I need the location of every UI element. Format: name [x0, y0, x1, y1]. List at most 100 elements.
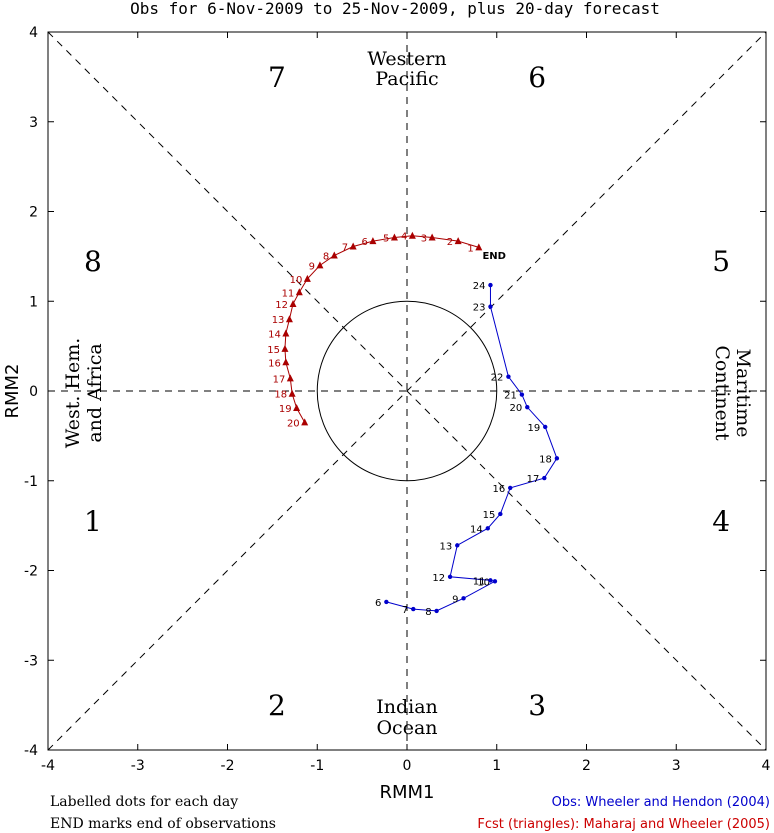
forecast-day-label: 13	[272, 315, 285, 326]
observed-day-label: 22	[491, 373, 504, 384]
forecast-day-label: 9	[309, 261, 315, 272]
forecast-marker	[286, 374, 294, 382]
x-tick-label: 1	[492, 758, 501, 774]
x-tick-label: 4	[762, 758, 771, 774]
forecast-path	[284, 235, 479, 423]
observed-day-label: 18	[539, 454, 552, 465]
phase-label-1: 1	[84, 505, 102, 538]
forecast-day-label: 10	[290, 275, 303, 286]
phase-label-4: 4	[712, 505, 730, 538]
observed-marker	[488, 304, 493, 309]
forecast-marker	[295, 288, 303, 296]
observed-marker	[492, 579, 498, 584]
forecast-marker	[282, 329, 290, 337]
footer-left-line1: Labelled dots for each day	[50, 794, 238, 810]
observed-day-label: 23	[473, 303, 486, 314]
y-axis-label: RMM2	[2, 363, 23, 418]
chart-title: Obs for 6-Nov-2009 to 25-Nov-2009, plus …	[130, 0, 660, 18]
forecast-marker	[285, 315, 293, 323]
region-top-line2: Pacific	[375, 68, 438, 90]
forecast-marker	[475, 243, 483, 251]
observed-marker	[506, 374, 511, 379]
observed-day-label: 13	[440, 541, 453, 552]
forecast-day-label: 18	[274, 390, 287, 401]
x-tick-label: 0	[403, 758, 412, 774]
phase-label-8: 8	[84, 245, 102, 278]
footer-obs-credit: Obs: Wheeler and Hendon (2004)	[552, 795, 770, 810]
forecast-marker	[330, 251, 338, 259]
observed-marker	[525, 404, 530, 410]
forecast-marker	[408, 231, 416, 239]
x-tick-label: 2	[582, 758, 591, 774]
observed-day-label: 15	[483, 510, 496, 521]
observed-marker	[508, 485, 513, 491]
observed-day-label: 12	[432, 573, 445, 584]
phase-label-7: 7	[268, 61, 286, 94]
forecast-marker	[369, 237, 377, 245]
observed-marker	[543, 424, 548, 430]
observed-day-label: 16	[492, 484, 505, 495]
observed-marker	[488, 578, 493, 583]
forecast-marker	[301, 418, 309, 426]
y-tick-label: 3	[29, 115, 38, 131]
observed-marker	[411, 606, 416, 612]
forecast-day-label: 20	[287, 418, 300, 429]
region-right-line1: Maritime	[732, 349, 754, 438]
forecast-day-label: 2	[447, 237, 453, 248]
observed-day-label: 17	[527, 474, 540, 485]
y-tick-label: -3	[24, 653, 38, 669]
divider-diagonal-2	[47, 31, 767, 751]
forecast-day-label: 12	[275, 300, 288, 311]
observed-day-label: 19	[527, 423, 540, 434]
x-tick-label: 3	[672, 758, 681, 774]
observed-marker	[542, 475, 547, 481]
observed-day-label: 6	[375, 598, 381, 609]
forecast-day-label: 14	[268, 330, 281, 341]
region-right-line2: Continent	[711, 345, 733, 441]
forecast-day-label: 11	[282, 288, 295, 299]
forecast-marker	[288, 389, 296, 397]
observed-marker	[498, 511, 503, 517]
forecast-day-label: 5	[383, 234, 389, 245]
region-left-line1: West. Hem.	[62, 338, 84, 449]
y-tick-label: 2	[29, 205, 38, 221]
forecast-day-label: 1	[467, 243, 473, 254]
phase-label-6: 6	[528, 61, 546, 94]
forecast-marker	[289, 299, 297, 307]
footer-left-line2: END marks end of observations	[50, 816, 276, 832]
forecast-marker	[293, 404, 301, 412]
forecast-marker	[281, 344, 289, 352]
x-tick-label: -1	[310, 758, 324, 774]
observed-day-label: 24	[473, 281, 486, 292]
y-tick-label: 1	[29, 294, 38, 310]
observed-marker	[434, 608, 439, 614]
forecast-day-label: 17	[273, 374, 286, 385]
footer-fcst-credit: Fcst (triangles): Maharaj and Wheeler (2…	[477, 817, 770, 832]
forecast-day-label: 8	[323, 251, 329, 262]
forecast-day-label: 19	[279, 404, 292, 415]
unit-circle	[316, 300, 498, 482]
observed-day-label: 11	[473, 576, 486, 587]
phase-label-3: 3	[528, 689, 546, 722]
forecast-marker	[349, 242, 357, 250]
forecast-day-label: 6	[362, 237, 368, 248]
x-tick-label: -2	[221, 758, 235, 774]
observed-path	[386, 285, 558, 612]
observed-marker	[455, 543, 460, 548]
observed-day-label: 10	[477, 577, 490, 588]
observed-day-label: 14	[470, 524, 483, 535]
observed-day-label: 8	[425, 607, 431, 618]
end-marker-label: END	[482, 251, 506, 262]
region-bottom-line2: Ocean	[376, 717, 437, 739]
phase-label-2: 2	[268, 689, 286, 722]
x-tick-label: -4	[41, 758, 55, 774]
y-tick-label: -1	[24, 474, 38, 490]
forecast-day-label: 3	[421, 234, 427, 245]
forecast-marker	[282, 358, 290, 366]
forecast-day-label: 16	[268, 358, 281, 369]
y-tick-label: 0	[29, 384, 38, 400]
forecast-day-label: 7	[342, 243, 348, 254]
